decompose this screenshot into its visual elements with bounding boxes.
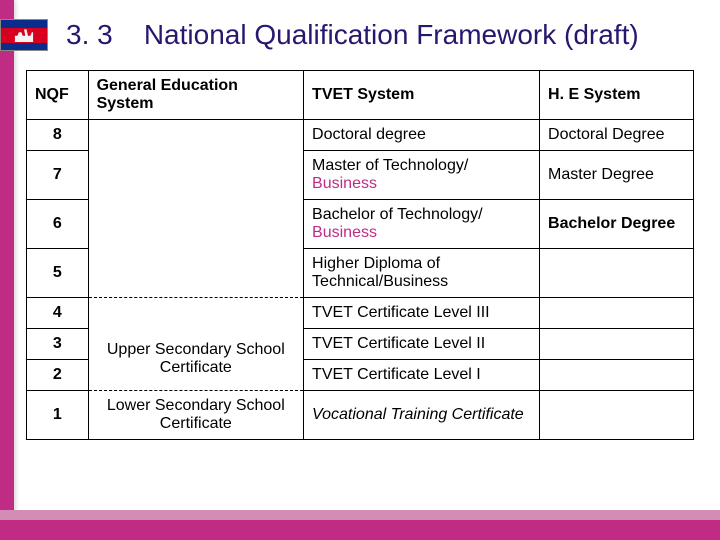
tvet-cell: Higher Diploma of Technical/Business — [304, 249, 540, 298]
title-number: 3. 3 — [66, 19, 113, 50]
nqf-table-wrap: NQF General Education System TVET System… — [26, 70, 694, 440]
nqf-level: 2 — [27, 360, 89, 391]
bottom-band-light — [0, 510, 720, 520]
page-title: 3. 3 National Qualification Framework (d… — [66, 19, 639, 51]
title-text: National Qualification Framework (draft) — [144, 19, 639, 50]
table-row: 1 Lower Secondary School Certificate Voc… — [27, 391, 694, 440]
nqf-level: 3 — [27, 329, 89, 360]
he-cell — [540, 298, 694, 329]
he-cell — [540, 329, 694, 360]
slide: 3. 3 National Qualification Framework (d… — [0, 0, 720, 540]
col-nqf: NQF — [27, 71, 89, 120]
ges-cell — [88, 151, 303, 200]
title-row: 3. 3 National Qualification Framework (d… — [14, 10, 710, 60]
nqf-level: 4 — [27, 298, 89, 329]
tvet-cell: TVET Certificate Level III — [304, 298, 540, 329]
ges-cell — [88, 298, 303, 329]
table-row: 6 Bachelor of Technology/ Business Bache… — [27, 200, 694, 249]
tvet-cell: TVET Certificate Level II — [304, 329, 540, 360]
table-row: 7 Master of Technology/ Business Master … — [27, 151, 694, 200]
flag-temple-icon — [11, 28, 37, 42]
col-he: H. E System — [540, 71, 694, 120]
ges-cell — [88, 200, 303, 249]
nqf-table: NQF General Education System TVET System… — [26, 70, 694, 440]
nqf-level: 6 — [27, 200, 89, 249]
cambodia-flag-icon — [0, 19, 48, 51]
tvet-cell: TVET Certificate Level I — [304, 360, 540, 391]
he-cell — [540, 360, 694, 391]
ges-cell: Upper Secondary School Certificate — [88, 329, 303, 391]
nqf-level: 7 — [27, 151, 89, 200]
bottom-accent-band — [0, 510, 720, 540]
he-cell: Master Degree — [540, 151, 694, 200]
table-row: 4 TVET Certificate Level III — [27, 298, 694, 329]
tvet-prefix: Master of Technology/ — [312, 157, 468, 174]
nqf-level: 1 — [27, 391, 89, 440]
table-row: 3 Upper Secondary School Certificate TVE… — [27, 329, 694, 360]
he-cell — [540, 249, 694, 298]
tvet-cell: Vocational Training Certificate — [304, 391, 540, 440]
tvet-cell: Bachelor of Technology/ Business — [304, 200, 540, 249]
nqf-level: 5 — [27, 249, 89, 298]
ges-cell: Lower Secondary School Certificate — [88, 391, 303, 440]
col-ges: General Education System — [88, 71, 303, 120]
ges-cell — [88, 120, 303, 151]
left-accent-stripe — [0, 0, 14, 540]
ges-cell — [88, 249, 303, 298]
flag-blue-top — [1, 20, 47, 28]
table-row: 5 Higher Diploma of Technical/Business — [27, 249, 694, 298]
table-header-row: NQF General Education System TVET System… — [27, 71, 694, 120]
tvet-cell: Master of Technology/ Business — [304, 151, 540, 200]
he-cell — [540, 391, 694, 440]
col-tvet: TVET System — [304, 71, 540, 120]
flag-blue-bottom — [1, 43, 47, 51]
nqf-level: 8 — [27, 120, 89, 151]
he-cell: Bachelor Degree — [540, 200, 694, 249]
tvet-accent: Business — [312, 224, 377, 241]
tvet-accent: Business — [312, 175, 377, 192]
tvet-prefix: Bachelor of Technology/ — [312, 206, 482, 223]
flag-red-mid — [1, 28, 47, 43]
tvet-cell: Doctoral degree — [304, 120, 540, 151]
he-cell: Doctoral Degree — [540, 120, 694, 151]
bottom-band-main — [0, 520, 720, 540]
table-row: 8 Doctoral degree Doctoral Degree — [27, 120, 694, 151]
